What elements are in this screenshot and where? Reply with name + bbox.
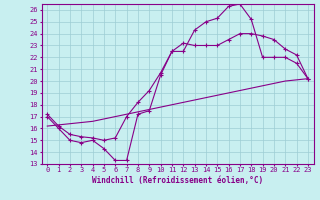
X-axis label: Windchill (Refroidissement éolien,°C): Windchill (Refroidissement éolien,°C): [92, 176, 263, 185]
